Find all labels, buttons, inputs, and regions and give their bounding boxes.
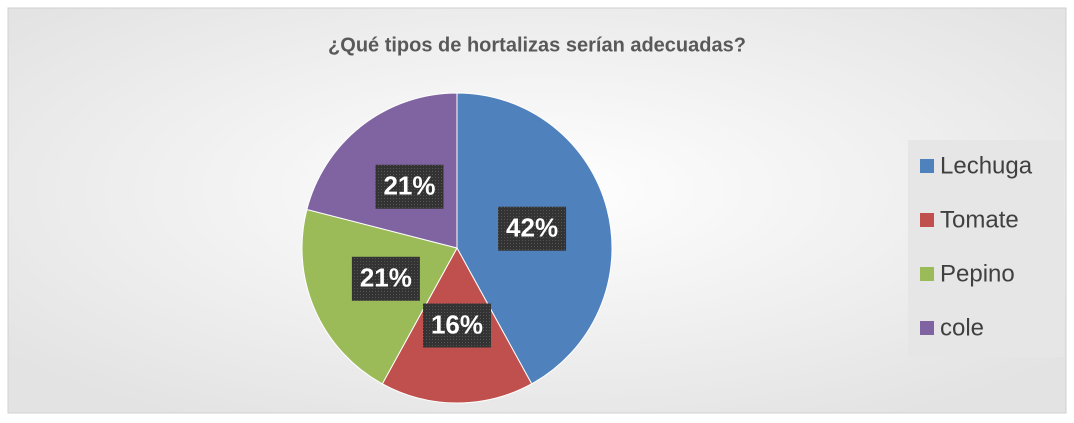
- legend-label: Tomate: [940, 206, 1019, 233]
- legend-label: Pepino: [940, 260, 1015, 287]
- legend-swatch: [920, 159, 934, 173]
- legend-swatch: [920, 321, 934, 335]
- data-label: 16%: [431, 309, 483, 339]
- data-label-box: [498, 206, 567, 251]
- chart-title: ¿Qué tipos de hortalizas serían adecuada…: [328, 34, 746, 56]
- legend-swatch: [920, 267, 934, 281]
- data-label-box: [351, 256, 420, 301]
- data-label: 21%: [360, 263, 412, 293]
- data-label-box: [423, 303, 491, 348]
- data-label: 21%: [383, 171, 435, 201]
- legend-label: cole: [940, 314, 984, 341]
- data-label-box: [375, 164, 444, 209]
- legend-swatch: [920, 213, 934, 227]
- legend-box: [908, 140, 1064, 357]
- data-label: 42%: [506, 213, 558, 243]
- legend-label: Lechuga: [940, 152, 1033, 179]
